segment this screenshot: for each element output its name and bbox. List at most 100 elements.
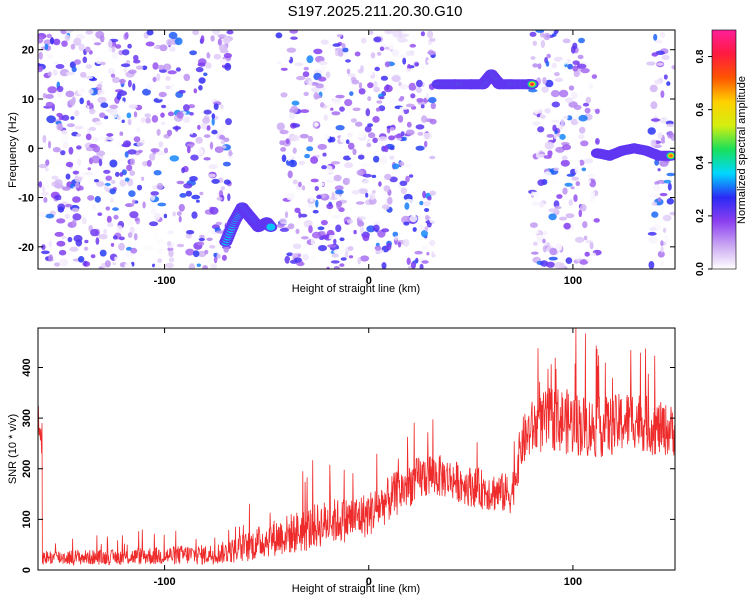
noise-speck <box>68 146 74 155</box>
noise-speck <box>572 65 579 72</box>
noise-speck <box>331 111 341 116</box>
noise-speck <box>318 245 327 252</box>
noise-speck <box>377 136 388 142</box>
noise-speck <box>298 160 306 166</box>
noise-speck <box>118 242 125 251</box>
noise-speck <box>562 38 571 44</box>
noise-speck <box>150 148 160 153</box>
noise-speck <box>556 194 563 199</box>
noise-speck <box>96 181 105 187</box>
noise-speck <box>121 49 130 56</box>
noise-speck <box>188 263 195 269</box>
noise-speck <box>152 76 157 83</box>
noise-speck <box>330 161 341 165</box>
signal-track-point <box>669 154 673 158</box>
noise-speck <box>573 104 582 110</box>
noise-speck <box>358 82 363 89</box>
noise-speck <box>84 75 94 80</box>
noise-speck <box>546 261 555 268</box>
noise-speck <box>113 214 119 220</box>
noise-speck <box>157 248 165 255</box>
noise-speck <box>70 183 74 189</box>
noise-speck <box>553 167 560 172</box>
noise-speck <box>659 31 666 38</box>
noise-speck <box>221 254 227 261</box>
noise-speck <box>330 260 340 264</box>
noise-speck <box>660 246 664 253</box>
noise-speck <box>105 175 112 181</box>
noise-speck <box>197 124 201 130</box>
noise-speck <box>360 162 370 168</box>
noise-speck <box>65 173 71 180</box>
noise-speck <box>175 67 181 72</box>
noise-speck <box>310 156 319 164</box>
noise-speck <box>84 46 91 53</box>
noise-speck <box>648 261 655 269</box>
noise-speck <box>136 184 143 191</box>
noise-speck <box>647 231 657 236</box>
noise-speck <box>156 182 164 190</box>
noise-speck <box>100 61 106 66</box>
noise-speck <box>292 243 302 250</box>
noise-speck <box>659 192 668 197</box>
noise-speck <box>578 37 585 44</box>
noise-speck <box>45 213 55 219</box>
noise-speck <box>595 138 600 145</box>
noise-speck <box>337 50 344 57</box>
noise-speck <box>554 243 563 252</box>
noise-speck <box>579 264 585 269</box>
noise-speck <box>198 237 205 242</box>
noise-speck <box>211 113 216 119</box>
noise-speck <box>142 201 146 209</box>
noise-speck <box>662 227 667 233</box>
noise-speck <box>69 98 76 106</box>
noise-speck <box>663 88 671 93</box>
noise-speck <box>402 163 412 168</box>
noise-speck <box>318 76 327 82</box>
noise-speck <box>426 251 430 256</box>
noise-speck <box>220 123 228 129</box>
noise-speck <box>415 124 425 130</box>
noise-speck <box>421 64 425 70</box>
noise-speck <box>54 231 64 237</box>
noise-speck <box>295 46 301 54</box>
noise-speck <box>410 261 417 269</box>
y-tick-label: 0 <box>21 567 33 573</box>
noise-speck <box>294 62 304 67</box>
noise-speck <box>391 75 401 83</box>
noise-speck <box>399 180 408 186</box>
noise-speck <box>186 230 195 235</box>
noise-speck <box>388 135 396 141</box>
noise-speck <box>74 125 84 130</box>
noise-speck <box>579 126 586 134</box>
noise-speck <box>131 199 136 205</box>
noise-speck <box>64 34 71 42</box>
noise-speck <box>660 167 669 174</box>
noise-speck <box>160 112 165 118</box>
noise-speck <box>666 198 674 205</box>
noise-speck <box>227 193 231 202</box>
noise-speck <box>51 175 59 180</box>
snr-series-line <box>38 328 675 566</box>
noise-speck <box>207 227 216 234</box>
noise-speck <box>43 182 52 189</box>
noise-speck <box>280 67 288 71</box>
noise-speck <box>178 89 186 94</box>
noise-speck <box>331 192 335 200</box>
noise-speck <box>297 253 302 257</box>
noise-speck <box>94 196 102 203</box>
noise-speck <box>47 140 52 149</box>
noise-speck <box>119 131 124 136</box>
noise-speck <box>72 213 82 221</box>
noise-speck <box>397 156 407 161</box>
noise-speck <box>57 161 67 165</box>
noise-speck <box>176 111 184 119</box>
noise-speck <box>59 103 69 111</box>
noise-speck <box>571 176 579 181</box>
noise-speck <box>647 127 656 135</box>
noise-speck <box>582 102 590 107</box>
noise-speck <box>300 109 310 113</box>
noise-speck <box>420 31 425 37</box>
x-tick-label: -100 <box>154 576 176 588</box>
noise-speck <box>383 185 391 192</box>
